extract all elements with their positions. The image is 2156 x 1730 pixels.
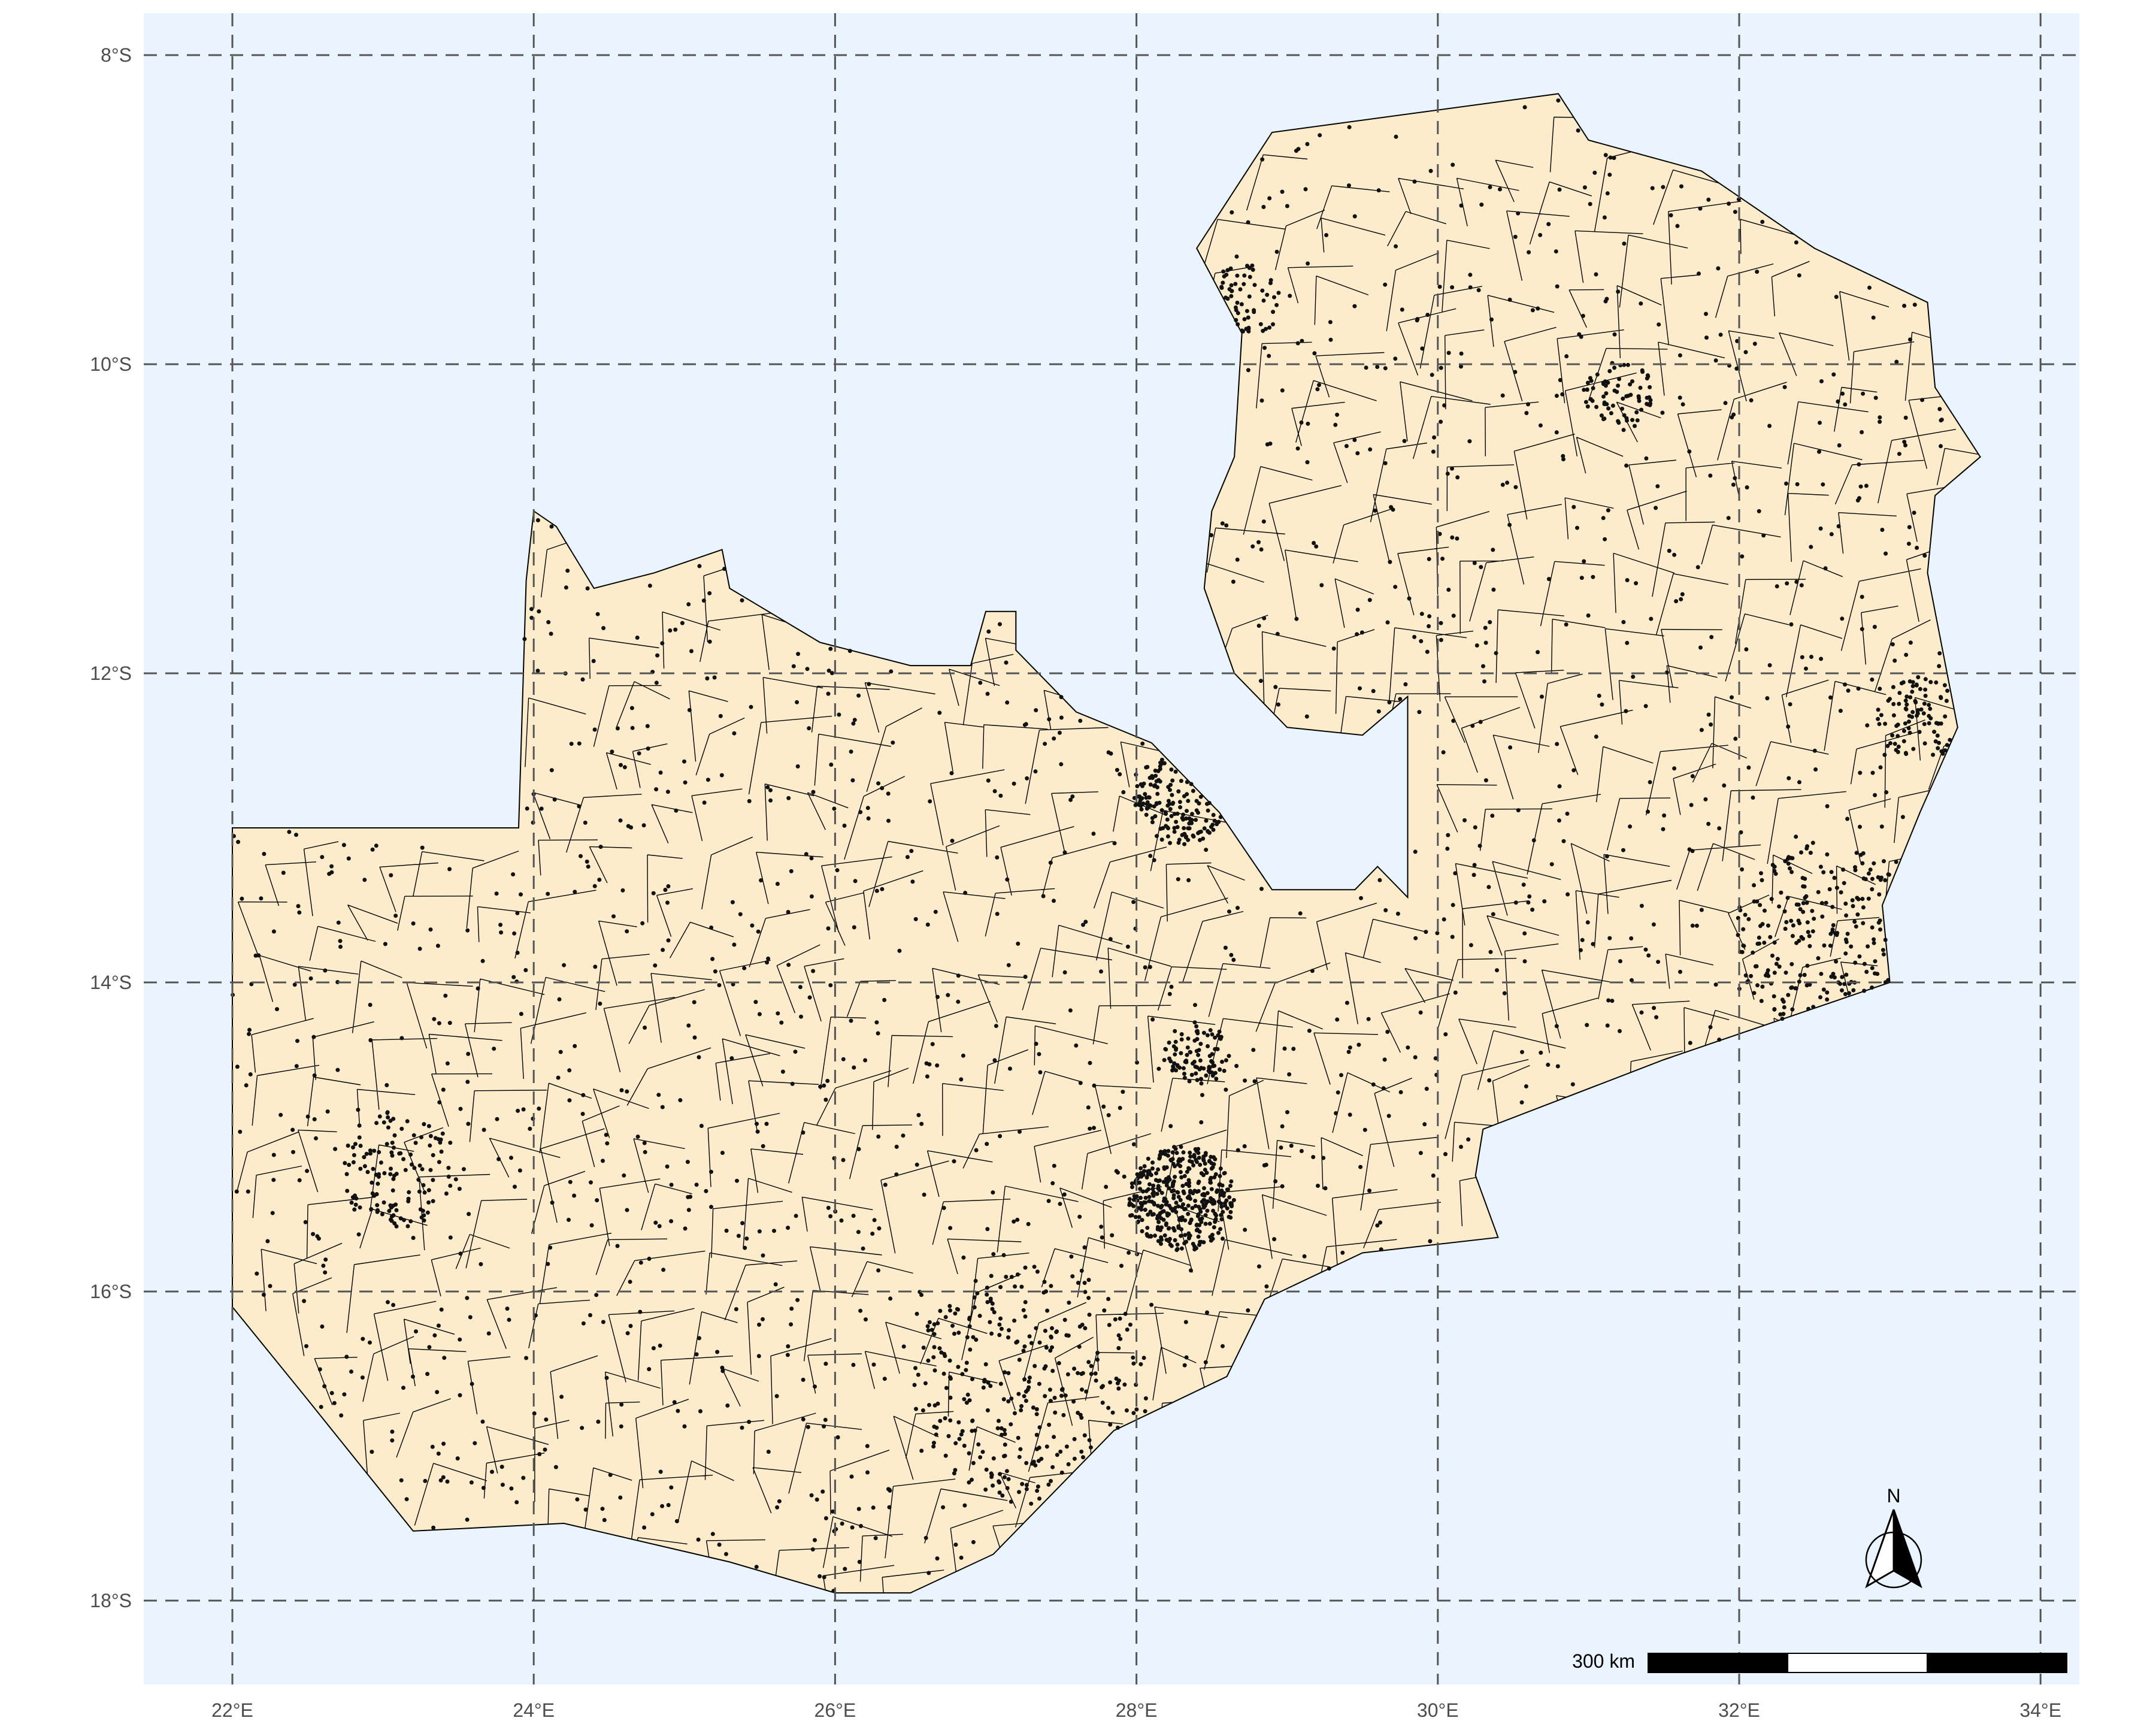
scale-bar-segment-1 bbox=[1648, 1653, 1788, 1673]
graticule-grid bbox=[144, 13, 2079, 1684]
latitude-tick-label: 18°S bbox=[90, 1590, 132, 1611]
latitude-tick-label: 10°S bbox=[90, 353, 132, 375]
longitude-tick-label: 24°E bbox=[513, 1699, 555, 1721]
district-boundary-lines bbox=[237, 116, 1981, 1593]
settlement-point-markers bbox=[231, 98, 1952, 1593]
latitude-tick-label: 16°S bbox=[90, 1281, 132, 1302]
district-boundaries bbox=[237, 116, 1981, 1593]
longitude-tick-label: 22°E bbox=[211, 1699, 253, 1721]
scale-bar-segment-3 bbox=[1927, 1653, 2067, 1673]
longitude-tick-label: 30°E bbox=[1417, 1699, 1459, 1721]
north-arrow-right-half bbox=[1892, 1509, 1922, 1589]
latitude-tick-label: 8°S bbox=[101, 44, 132, 66]
scale-bar-label: 300 km bbox=[1572, 1650, 1635, 1672]
north-arrow-ring bbox=[1865, 1531, 1922, 1589]
north-label: N bbox=[1886, 1485, 1900, 1507]
latitude-tick-label: 12°S bbox=[90, 663, 132, 684]
latitude-tick-label: 14°S bbox=[90, 972, 132, 993]
longitude-tick-label: 28°E bbox=[1116, 1699, 1158, 1721]
longitude-tick-label: 26°E bbox=[814, 1699, 856, 1721]
scale-bar-segment-2 bbox=[1787, 1653, 1928, 1673]
north-arrow: N bbox=[1865, 1485, 1922, 1589]
scale-bar: 300 km bbox=[1572, 1650, 2067, 1673]
axis-labels: 22°E 24°E 26°E 28°E 30°E 32°E 34°E 8°S 10°S 12°S 1… bbox=[90, 44, 2061, 1721]
longitude-tick-label: 32°E bbox=[1718, 1699, 1760, 1721]
settlement-points bbox=[231, 98, 1952, 1593]
longitude-tick-label: 34°E bbox=[2019, 1699, 2061, 1721]
